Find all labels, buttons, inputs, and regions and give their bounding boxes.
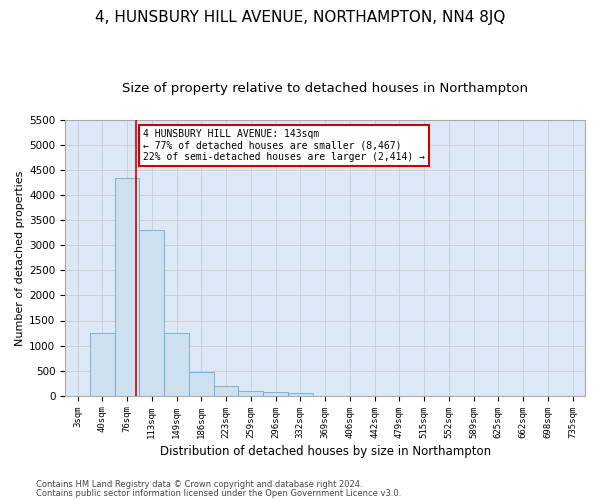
- Bar: [263, 392, 288, 396]
- Text: 4 HUNSBURY HILL AVENUE: 143sqm
← 77% of detached houses are smaller (8,467)
22% : 4 HUNSBURY HILL AVENUE: 143sqm ← 77% of …: [143, 128, 425, 162]
- X-axis label: Distribution of detached houses by size in Northampton: Distribution of detached houses by size …: [160, 444, 491, 458]
- Bar: [115, 178, 139, 396]
- Title: Size of property relative to detached houses in Northampton: Size of property relative to detached ho…: [122, 82, 528, 96]
- Text: Contains public sector information licensed under the Open Government Licence v3: Contains public sector information licen…: [36, 489, 401, 498]
- Bar: [164, 333, 189, 396]
- Text: Contains HM Land Registry data © Crown copyright and database right 2024.: Contains HM Land Registry data © Crown c…: [36, 480, 362, 489]
- Y-axis label: Number of detached properties: Number of detached properties: [15, 170, 25, 346]
- Bar: [288, 393, 313, 396]
- Bar: [238, 390, 263, 396]
- Text: 4, HUNSBURY HILL AVENUE, NORTHAMPTON, NN4 8JQ: 4, HUNSBURY HILL AVENUE, NORTHAMPTON, NN…: [95, 10, 505, 25]
- Bar: [214, 386, 238, 396]
- Bar: [90, 333, 115, 396]
- Bar: [189, 372, 214, 396]
- Bar: [139, 230, 164, 396]
